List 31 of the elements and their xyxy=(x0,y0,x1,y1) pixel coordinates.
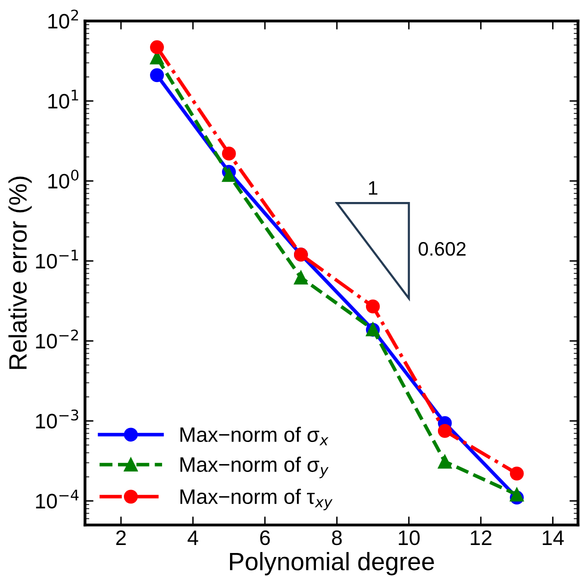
y-tick-label: 10$^{−2}$ xyxy=(36,330,78,349)
annotation: 1 xyxy=(368,181,378,195)
x-tick-label: 4 xyxy=(188,530,198,545)
legend-label: Max−norm of τ$_{xy}$ xyxy=(180,488,333,510)
point xyxy=(510,488,524,502)
y-tick-label: 10$^{2}$ xyxy=(48,10,78,29)
x-tick-label: 8 xyxy=(332,530,342,546)
y-axis-title: Relative error (%) xyxy=(8,176,32,369)
legend-label: Max−norm of σ$_{x}$ xyxy=(180,426,328,446)
point xyxy=(438,454,452,469)
point xyxy=(438,424,452,438)
x-tick-label: 2 xyxy=(116,530,126,545)
annotation: 0.602 xyxy=(418,242,466,256)
x-tick-label: 12 xyxy=(470,530,492,545)
x-tick-label: 14 xyxy=(542,530,564,545)
x-tick-label: 6 xyxy=(260,530,270,546)
point xyxy=(366,300,380,314)
x-tick-label: 10 xyxy=(398,530,420,546)
y-tick-label: 10$^{1}$ xyxy=(48,90,78,109)
point xyxy=(150,68,164,82)
point xyxy=(222,146,236,161)
y-tick-label: 10$^{−1}$ xyxy=(36,250,78,269)
point xyxy=(294,270,308,285)
y-tick-label: 10$^{−4}$ xyxy=(36,490,79,509)
point xyxy=(222,168,236,182)
point xyxy=(510,466,524,480)
x-axis-title: Polynomial degree xyxy=(230,552,434,576)
legend-label: Max−norm of σ$_{y}$ xyxy=(180,456,329,478)
y-tick-label: 10$^{−3}$ xyxy=(36,410,78,429)
y-tick-label: 10$^{0}$ xyxy=(48,170,78,189)
point xyxy=(150,40,164,54)
